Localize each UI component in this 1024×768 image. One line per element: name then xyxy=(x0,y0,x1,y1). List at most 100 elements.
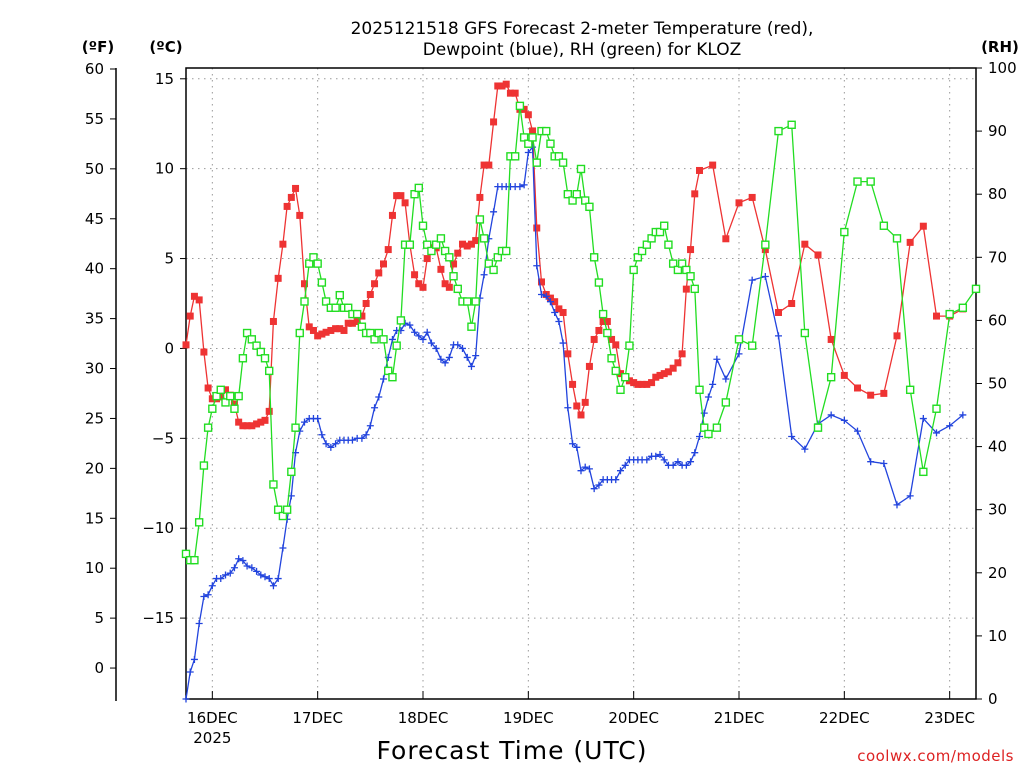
2-meter-temperature-point xyxy=(274,274,282,282)
dewpoint-point xyxy=(427,339,435,347)
celsius-tick-label: 15 xyxy=(155,70,174,88)
2-meter-temperature-point xyxy=(506,89,514,97)
2-meter-temperature-point xyxy=(292,184,300,192)
2-meter-temperature-point xyxy=(775,308,782,316)
rh-point xyxy=(879,221,889,230)
2-meter-temperature-point xyxy=(919,222,927,230)
rh-point xyxy=(568,196,577,205)
2-meter-temperature-point xyxy=(305,323,313,331)
chart-subtitle: Dewpoint (blue), RH (green) for KLOZ xyxy=(423,40,742,60)
2-meter-temperature-point xyxy=(454,249,462,257)
rh-point xyxy=(238,354,248,363)
2-meter-temperature-point xyxy=(933,312,940,320)
rh-point xyxy=(410,189,419,199)
rh-point xyxy=(282,505,292,514)
rh-point xyxy=(629,265,638,275)
dewpoint-point xyxy=(239,557,247,565)
dewpoint-point xyxy=(472,352,480,360)
rh-point xyxy=(589,253,599,262)
dewpoint-point xyxy=(274,575,282,583)
rh-point xyxy=(418,221,428,230)
celsius-tick-label: −10 xyxy=(142,519,174,537)
dewpoint-point xyxy=(388,335,396,343)
rh-point xyxy=(453,284,462,294)
2-meter-temperature-point xyxy=(608,335,616,343)
dewpoint-point xyxy=(669,461,677,469)
dewpoint-point xyxy=(585,465,593,473)
rh-point xyxy=(919,467,928,477)
2-meter-temperature-point xyxy=(678,350,686,358)
rh-point xyxy=(212,391,221,401)
2-meter-temperature-point xyxy=(585,362,593,370)
2-meter-temperature-point xyxy=(401,199,409,207)
rh-point xyxy=(686,272,695,281)
rh-point xyxy=(449,272,458,281)
fahrenheit-tick-label: 35 xyxy=(85,310,104,328)
dewpoint-point xyxy=(516,183,524,191)
2-meter-temperature-point xyxy=(332,325,340,333)
celsius-tick-label: 10 xyxy=(155,160,174,178)
rh-point xyxy=(594,278,604,287)
dewpoint-point xyxy=(358,434,366,442)
credit-link[interactable]: coolwx.com/models xyxy=(857,747,1014,765)
dewpoint-point xyxy=(243,562,251,570)
2-meter-temperature-point xyxy=(814,251,822,259)
rh-point xyxy=(637,246,647,256)
dewpoint-point xyxy=(761,273,769,281)
rh-point xyxy=(598,309,608,319)
date-tick-label: 19DEC xyxy=(503,709,554,727)
2-meter-temperature-point xyxy=(682,285,690,293)
dewpoint-point xyxy=(542,292,550,300)
rh-point xyxy=(673,265,683,275)
dewpoint-point xyxy=(564,404,572,412)
2-meter-temperature-point xyxy=(555,305,563,313)
rh-point xyxy=(414,183,423,193)
rh-point xyxy=(273,505,283,514)
rh-point xyxy=(510,152,520,161)
dewpoint-point xyxy=(788,433,796,441)
rh-point xyxy=(546,139,555,148)
dewpoint-point xyxy=(551,308,559,316)
rh-point xyxy=(576,164,586,174)
dewpoint-point xyxy=(801,445,809,453)
2-meter-temperature-point xyxy=(388,211,396,219)
2-meter-temperature-point xyxy=(279,240,287,248)
dewpoint-point xyxy=(713,355,721,363)
dewpoint-point xyxy=(687,458,695,466)
date-tick-label: 18DEC xyxy=(398,709,449,727)
2-meter-temperature-point xyxy=(314,332,322,340)
rh-point xyxy=(519,133,529,142)
2-meter-temperature-point xyxy=(463,242,471,250)
rh-point xyxy=(445,253,454,262)
2-meter-temperature-point xyxy=(195,296,203,304)
dewpoint-point xyxy=(459,344,466,352)
rh-point xyxy=(352,309,362,319)
dewpoint-point xyxy=(722,375,730,383)
dewpoint-point xyxy=(437,355,445,363)
2-meter-temperature-point xyxy=(239,422,247,430)
dewpoint-point xyxy=(371,404,379,412)
dewpoint-point xyxy=(546,298,554,306)
2-meter-temperature-point xyxy=(490,118,498,126)
2-meter-temperature-point xyxy=(893,332,901,340)
rh-point xyxy=(216,385,225,395)
rh-point xyxy=(712,423,722,432)
rh-point xyxy=(554,152,564,161)
rh-point xyxy=(700,423,709,432)
fahrenheit-tick-label: 55 xyxy=(85,110,104,128)
dewpoint-point xyxy=(612,476,620,484)
rh-tick-label: 70 xyxy=(988,248,1007,266)
2-meter-temperature-point xyxy=(595,326,603,334)
dewpoint-point xyxy=(827,411,835,419)
dewpoint-point xyxy=(445,353,453,361)
2-meter-temperature-point xyxy=(590,335,598,343)
2-meter-temperature-point xyxy=(687,246,695,254)
rh-point xyxy=(291,423,300,432)
rh-tick-label: 60 xyxy=(988,311,1007,329)
2-meter-temperature-point xyxy=(630,379,638,387)
2-meter-temperature-point xyxy=(393,192,401,200)
rh-point xyxy=(379,335,388,344)
2-meter-temperature-point xyxy=(485,161,493,169)
2-meter-temperature-point xyxy=(524,111,532,119)
date-tick-label: 20DEC xyxy=(608,709,659,727)
